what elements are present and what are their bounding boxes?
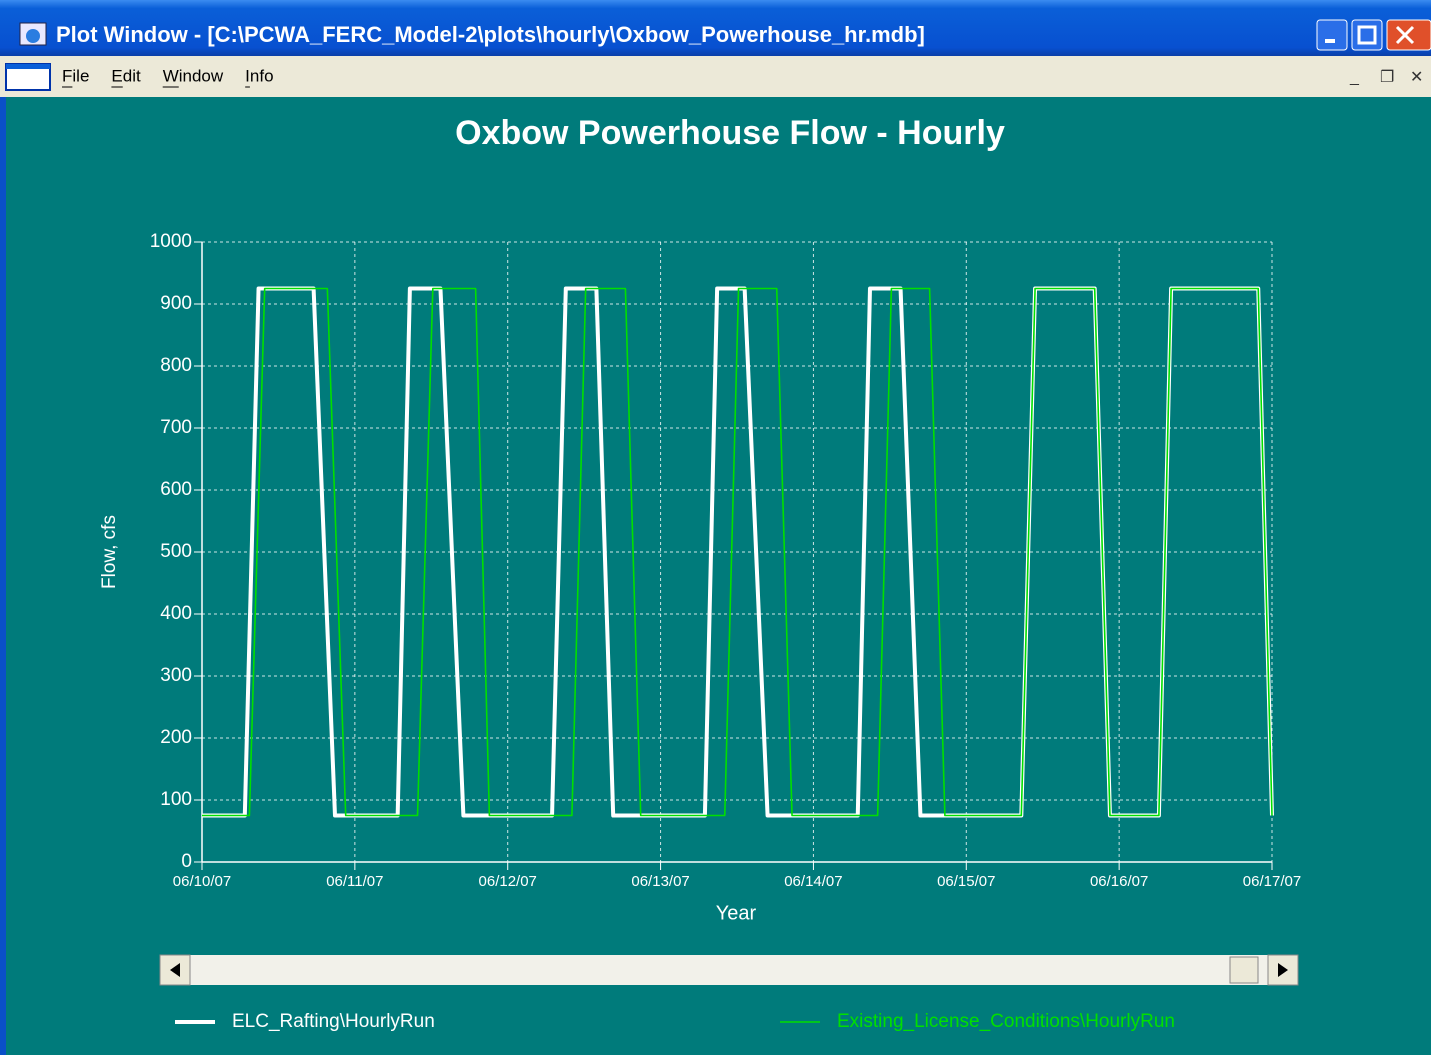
y-tick-label: 0 bbox=[181, 851, 192, 872]
x-tick-label: 06/16/07 bbox=[1090, 873, 1148, 890]
maximize-glyph bbox=[1357, 25, 1377, 45]
chart-title: Oxbow Powerhouse Flow - Hourly bbox=[455, 114, 1005, 152]
y-tick-label: 700 bbox=[160, 417, 192, 438]
app-icon-globe bbox=[26, 29, 40, 43]
scroll-thumb[interactable] bbox=[1229, 956, 1259, 984]
series-line bbox=[202, 287, 1273, 817]
x-axis-label: Year bbox=[716, 902, 757, 924]
maximize-button[interactable] bbox=[1351, 19, 1383, 51]
mdi-restore[interactable]: ❐ bbox=[1380, 69, 1394, 86]
x-tick-label: 06/17/07 bbox=[1243, 873, 1301, 890]
scroll-left-glyph bbox=[170, 963, 180, 977]
minimize-glyph bbox=[1325, 39, 1335, 43]
menu-item[interactable]: File bbox=[62, 66, 89, 85]
menu-item[interactable]: Info bbox=[245, 66, 273, 85]
doc-icon-bar bbox=[6, 64, 50, 69]
menu-bar bbox=[0, 56, 1431, 97]
y-tick-label: 900 bbox=[160, 293, 192, 314]
y-tick-label: 600 bbox=[160, 479, 192, 500]
x-tick-label: 06/15/07 bbox=[937, 873, 995, 890]
close-glyph bbox=[1395, 25, 1415, 45]
y-tick-label: 800 bbox=[160, 355, 192, 376]
x-tick-label: 06/10/07 bbox=[173, 873, 231, 890]
minimize-button[interactable] bbox=[1316, 19, 1348, 51]
y-tick-label: 300 bbox=[160, 665, 192, 686]
left-border bbox=[0, 97, 6, 1055]
window-title: Plot Window - [C:\PCWA_FERC_Model-2\plot… bbox=[56, 22, 925, 47]
legend-label: ELC_Rafting\HourlyRun bbox=[232, 1011, 435, 1032]
title-bar bbox=[0, 0, 1431, 56]
y-axis-label: Flow, cfs bbox=[99, 515, 120, 589]
y-tick-label: 1000 bbox=[150, 231, 192, 252]
menu-item[interactable]: Edit bbox=[111, 66, 141, 85]
plot-background bbox=[0, 97, 1431, 1055]
menu-item[interactable]: Window bbox=[163, 66, 224, 85]
x-tick-label: 06/12/07 bbox=[479, 873, 537, 890]
x-tick-label: 06/11/07 bbox=[326, 873, 383, 890]
x-tick-label: 06/14/07 bbox=[784, 873, 842, 890]
y-tick-label: 100 bbox=[160, 789, 192, 810]
legend-label: Existing_License_Conditions\HourlyRun bbox=[837, 1011, 1175, 1032]
y-tick-label: 400 bbox=[160, 603, 192, 624]
x-tick-label: 06/13/07 bbox=[631, 873, 689, 890]
mdi-close[interactable]: ✕ bbox=[1410, 69, 1423, 86]
mdi-min[interactable]: _ bbox=[1349, 69, 1360, 86]
y-tick-label: 200 bbox=[160, 727, 192, 748]
close-button[interactable] bbox=[1386, 19, 1431, 51]
scrollbar[interactable] bbox=[160, 955, 1298, 985]
y-tick-label: 500 bbox=[160, 541, 192, 562]
scroll-right-glyph bbox=[1278, 963, 1288, 977]
